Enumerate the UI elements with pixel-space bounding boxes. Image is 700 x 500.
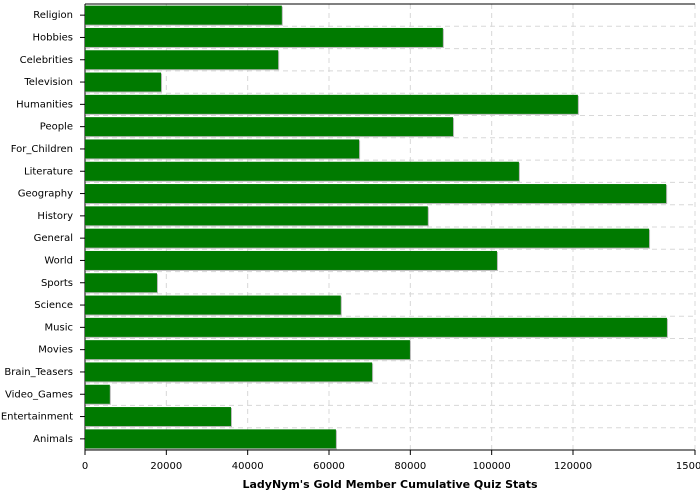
bar (85, 161, 519, 181)
y-tick-label: Television (23, 77, 73, 88)
x-tick-label: 80000 (394, 461, 426, 472)
x-tick-label: 0 (82, 461, 88, 472)
y-tick-label: Humanities (16, 99, 73, 110)
y-tick-label: Literature (24, 166, 73, 177)
bar (85, 317, 667, 337)
chart-title: LadyNym's Gold Member Cumulative Quiz St… (242, 478, 538, 491)
bar (85, 117, 454, 137)
bar (85, 72, 162, 92)
y-tick-label: Celebrities (20, 55, 73, 66)
y-tick-label: Video_Games (5, 389, 73, 400)
x-tick-label: 40000 (232, 461, 264, 472)
bar (85, 407, 231, 427)
bar (85, 228, 650, 248)
bar (85, 273, 157, 293)
bar (85, 27, 443, 47)
y-tick-label: People (40, 122, 73, 133)
y-tick-label: For_Children (11, 144, 73, 155)
bar (85, 362, 373, 382)
y-tick-label: Entertainment (1, 412, 73, 423)
y-tick-label: History (37, 211, 73, 222)
bar (85, 184, 667, 204)
y-tick-label: Science (34, 300, 73, 311)
x-tick-label: 60000 (313, 461, 345, 472)
bar (85, 384, 110, 404)
bar (85, 139, 360, 159)
y-tick-label: Animals (33, 434, 73, 445)
y-tick-label: Sports (41, 278, 73, 289)
bar (85, 5, 282, 25)
y-tick-label: Religion (33, 10, 73, 21)
y-tick-label: Geography (18, 189, 73, 200)
y-tick-label: Brain_Teasers (4, 367, 73, 378)
bar (85, 295, 341, 315)
y-tick-label: World (44, 255, 73, 266)
bar (85, 94, 578, 114)
x-tick-label: 20000 (150, 461, 182, 472)
bar (85, 206, 428, 226)
x-tick-label: 100000 (473, 461, 511, 472)
x-tick-label: 150000 (676, 461, 700, 472)
y-tick-label: Music (45, 322, 73, 333)
y-tick-label: Movies (38, 345, 73, 356)
x-tick-label: 120000 (554, 461, 592, 472)
bar (85, 250, 497, 270)
y-tick-label: General (34, 233, 73, 244)
bar (85, 340, 410, 360)
bar (85, 429, 336, 449)
bar (85, 50, 279, 70)
y-tick-label: Hobbies (33, 32, 73, 43)
